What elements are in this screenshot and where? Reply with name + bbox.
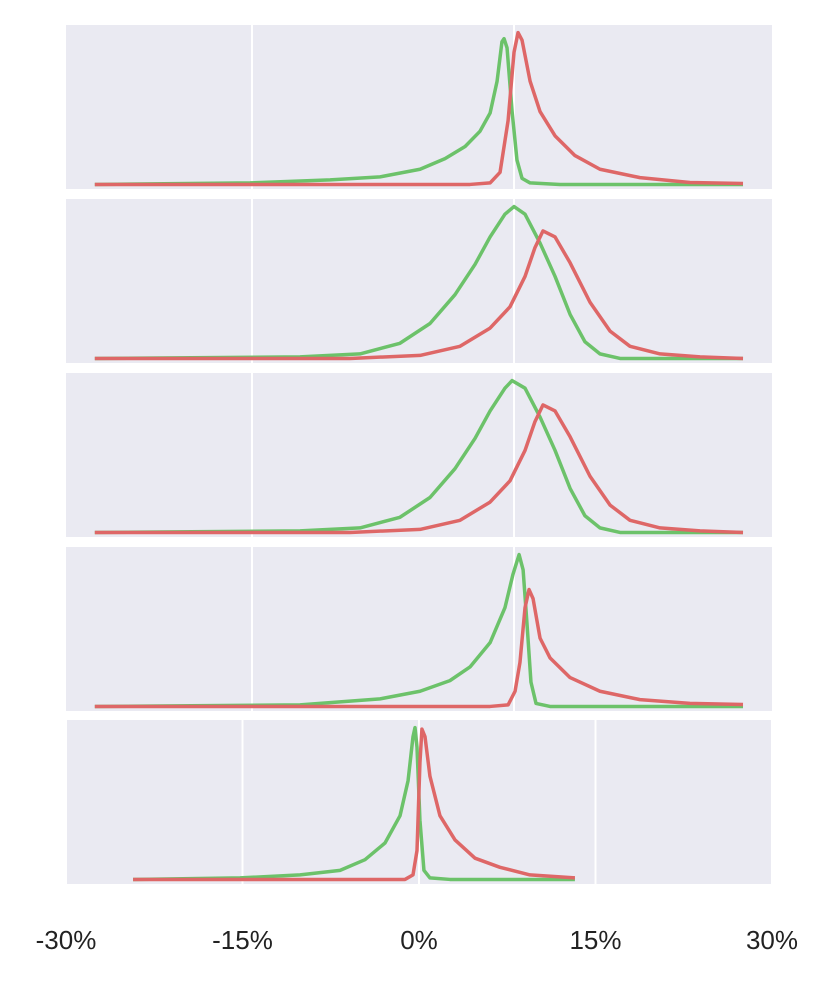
density-line bbox=[94, 552, 744, 709]
panel-background bbox=[66, 547, 772, 711]
density-line bbox=[94, 587, 744, 709]
density-line bbox=[94, 403, 744, 535]
density-line bbox=[133, 725, 575, 882]
x-tick-label: -15% bbox=[212, 925, 273, 955]
density-line bbox=[94, 204, 744, 361]
density-line bbox=[133, 727, 576, 882]
density-line bbox=[94, 229, 744, 361]
x-tick-label: -30% bbox=[36, 925, 97, 955]
x-tick-label: 30% bbox=[746, 925, 798, 955]
x-tick-label: 0% bbox=[400, 925, 438, 955]
density-line bbox=[94, 36, 744, 187]
density-line bbox=[94, 30, 744, 187]
density-line bbox=[94, 378, 744, 535]
x-tick-label: 15% bbox=[569, 925, 621, 955]
panel-background bbox=[66, 25, 772, 189]
panel-background bbox=[66, 373, 772, 537]
panel-background bbox=[66, 199, 772, 363]
